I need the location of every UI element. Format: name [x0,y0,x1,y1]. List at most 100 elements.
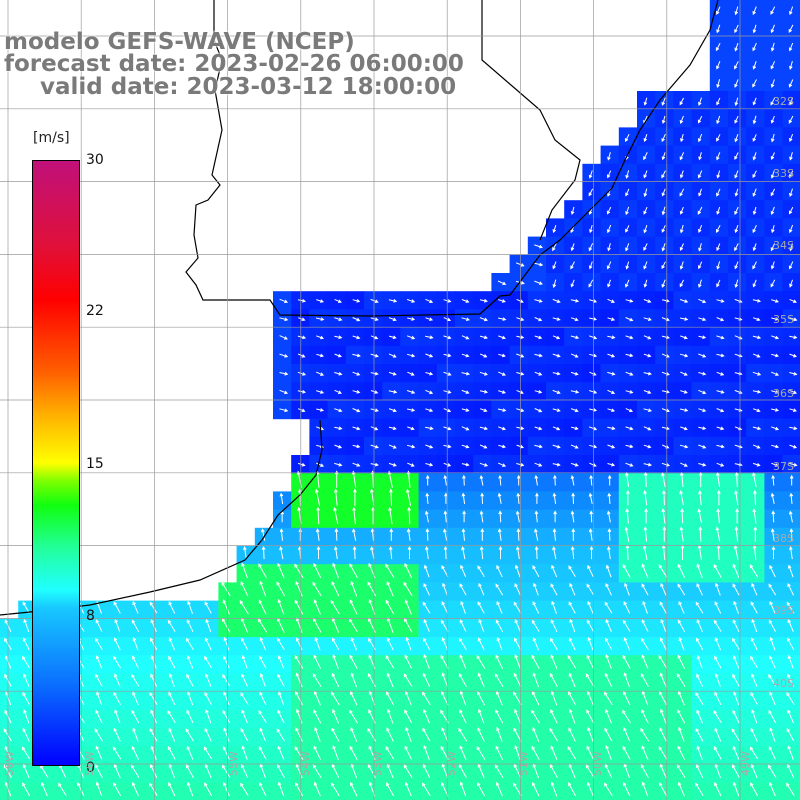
wind-arrow [349,654,358,669]
wind-arrow [258,563,267,579]
wind-arrow [332,708,340,724]
wind-arrow [622,564,631,578]
wind-arrow [713,746,722,760]
colorbar-tick-22: 22 [86,303,104,319]
wind-arrow [497,492,502,505]
wind-arrow [132,600,139,614]
wind-arrow [352,444,361,449]
wind-arrow [789,426,798,431]
wind-arrow [425,408,434,412]
wind-arrow [643,134,648,143]
wind-arrow [477,672,485,688]
wind-arrow [552,408,561,412]
wind-arrow [389,488,393,506]
wind-speed-cell [782,764,800,784]
wind-arrow [513,601,522,614]
wind-arrow [750,763,758,779]
wind-arrow [734,490,739,506]
wind-arrow [58,782,67,797]
wind-arrow [750,782,759,797]
wind-arrow [550,637,558,651]
wind-arrow [552,261,557,270]
wind-arrow [423,619,430,632]
wind-arrow [389,528,394,541]
wind-arrow [624,526,630,542]
wind-arrow [113,691,121,705]
wind-arrow [334,470,339,488]
lon-label: 58W [3,751,16,776]
wind-arrow [752,170,757,179]
wind-arrow [425,528,430,541]
wind-arrow [789,317,798,322]
wind-arrow [789,134,794,142]
wind-arrow [552,335,561,340]
wind-arrow [698,408,707,413]
wind-arrow [279,492,284,504]
wind-arrow [334,389,342,394]
wind-arrow [349,709,358,724]
wind-arrow [787,709,794,724]
wind-arrow [167,619,176,632]
wind-arrow [241,562,248,579]
wind-arrow [679,299,689,303]
wind-arrow [734,225,739,234]
wind-arrow [771,390,780,394]
wind-arrow [786,782,795,797]
wind-arrow [643,371,652,376]
wind-arrow [534,262,544,267]
wind-arrow [514,654,521,670]
wind-arrow [259,727,267,742]
wind-arrow [553,474,557,486]
wind-arrow [696,637,704,651]
wind-arrow [294,746,304,760]
wind-arrow [623,637,631,651]
wind-arrow [532,727,540,742]
wind-arrow [770,188,776,197]
wind-arrow [625,335,634,340]
wind-arrow [132,727,139,742]
wind-arrow [22,691,30,705]
wind-arrow [768,745,776,760]
wind-arrow [789,188,793,197]
wind-arrow [642,600,648,614]
wind-arrow [734,42,739,52]
wind-arrow [513,727,522,742]
wind-arrow [589,390,598,394]
wind-arrow [425,389,434,395]
wind-arrow [479,462,489,467]
wind-arrow [733,600,739,614]
wind-arrow [732,563,740,578]
wind-arrow [425,371,434,376]
wind-arrow [552,371,561,376]
wind-arrow [277,709,285,724]
wind-arrow [240,692,249,705]
wind-arrow [585,764,595,778]
wind-arrow [679,243,684,252]
wind-arrow [386,691,395,706]
wind-arrow [607,444,616,449]
wind-arrow [223,727,230,742]
wind-arrow [662,489,666,506]
wind-arrow [751,618,758,633]
wind-arrow [386,581,394,597]
wind-arrow [261,545,266,560]
wind-arrow [550,583,558,596]
wind-arrow [535,492,539,504]
wind-arrow [714,637,722,651]
wind-arrow [259,782,267,797]
wind-arrow [350,637,358,651]
wind-arrow [622,619,631,632]
wind-arrow [586,583,595,596]
wind-arrow [625,170,630,179]
wind-arrow [352,317,361,322]
wind-arrow [479,371,488,376]
wind-arrow [459,781,467,797]
wind-arrow [607,474,612,486]
wind-arrow [607,371,616,376]
wind-arrow [459,654,467,669]
wind-arrow [496,564,503,578]
wind-arrow [734,133,739,143]
wind-arrow [480,528,485,541]
wind-arrow [768,709,777,724]
wind-arrow [532,672,540,688]
